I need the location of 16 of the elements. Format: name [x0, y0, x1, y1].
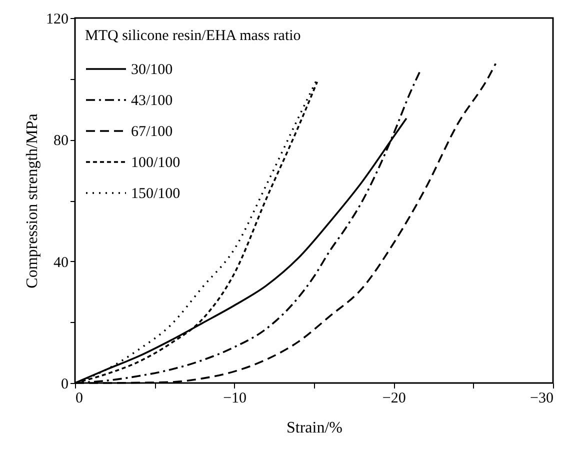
y-tick-label: 120	[46, 12, 68, 28]
legend-label: 100/100	[131, 155, 180, 171]
x-tick-label: 0	[76, 390, 83, 406]
x-axis-title: Strain/%	[286, 420, 342, 436]
y-tick-label: 0	[61, 376, 68, 392]
x-tick-label: −10	[223, 390, 247, 406]
y-tick-label: 80	[54, 133, 68, 150]
legend-label: 150/100	[131, 186, 180, 202]
legend-label: 67/100	[131, 124, 173, 140]
x-tick-label: −20	[382, 390, 406, 406]
legend-label: 43/100	[131, 93, 173, 109]
y-axis-title: Compression strength/MPa	[24, 114, 41, 288]
legend-title: MTQ silicone resin/EHA mass ratio	[85, 28, 301, 44]
y-tick-label: 40	[54, 254, 68, 271]
x-tick-label: −30	[530, 390, 554, 406]
legend-label: 30/100	[131, 62, 173, 78]
